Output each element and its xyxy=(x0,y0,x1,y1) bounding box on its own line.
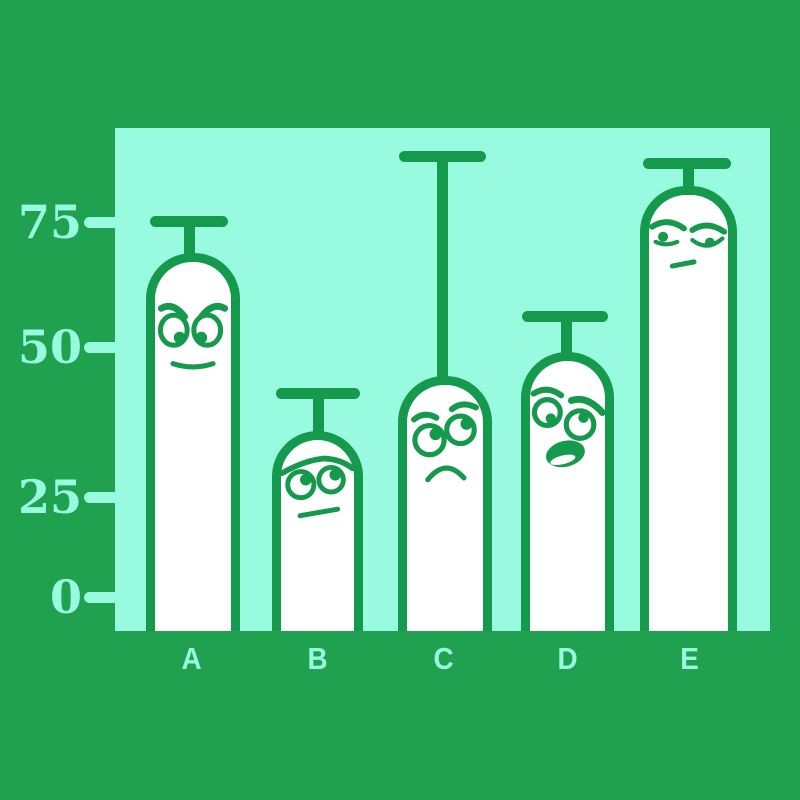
annoyed-face-icon xyxy=(278,455,355,519)
bar-C xyxy=(398,376,492,631)
x-axis-label-B: B xyxy=(307,641,329,676)
y-tick-0 xyxy=(84,592,124,603)
y-axis-label-25: 25 xyxy=(17,470,82,524)
x-axis-label-D: D xyxy=(557,641,579,676)
bar-E xyxy=(640,186,737,631)
x-axis-label-C: C xyxy=(433,641,455,676)
x-axis-label-A: A xyxy=(181,641,203,676)
error-bar-stem-E xyxy=(683,162,694,194)
x-axis-label-E: E xyxy=(680,641,700,676)
bar-D xyxy=(521,352,614,631)
distressed-face-icon xyxy=(530,386,606,468)
y-axis-label-75: 75 xyxy=(17,195,82,249)
y-tick-25 xyxy=(84,492,124,503)
error-bar-stem-B xyxy=(313,392,324,438)
y-axis-label-0: 0 xyxy=(49,570,82,624)
y-tick-50 xyxy=(84,342,124,353)
bar-A xyxy=(146,253,240,631)
error-bar-stem-A xyxy=(184,220,195,260)
worried-face-icon xyxy=(411,401,479,483)
y-axis-label-50: 50 xyxy=(17,320,82,374)
angry-face-icon xyxy=(157,303,229,370)
bar-B xyxy=(272,431,363,631)
error-bar-stem-C xyxy=(437,155,448,383)
unamused-face-icon xyxy=(648,219,727,269)
error-bar-stem-D xyxy=(561,315,572,359)
y-tick-75 xyxy=(84,217,124,228)
